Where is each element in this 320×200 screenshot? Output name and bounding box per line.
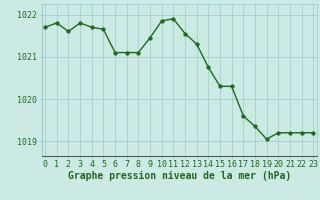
X-axis label: Graphe pression niveau de la mer (hPa): Graphe pression niveau de la mer (hPa) xyxy=(68,171,291,181)
